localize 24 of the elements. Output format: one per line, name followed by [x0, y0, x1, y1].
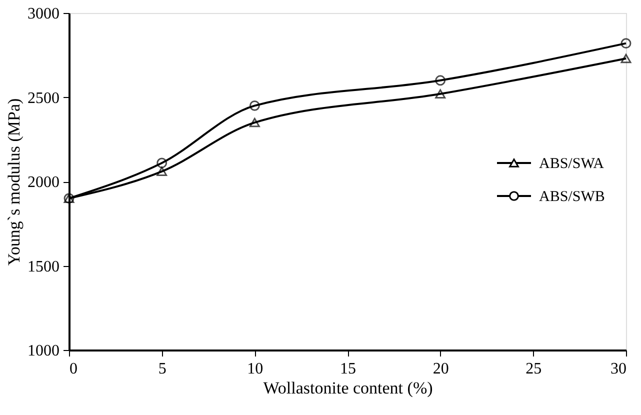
x-tick-label: 10 [247, 360, 264, 378]
x-tick-label: 20 [432, 360, 449, 378]
point [435, 89, 446, 99]
point [620, 54, 632, 64]
y-tick-label: 1500 [28, 258, 60, 276]
legend-label: ABS/SWA [539, 156, 604, 172]
legend-label: ABS/SWB [539, 189, 605, 205]
x-tick-label: 30 [610, 360, 626, 378]
point [156, 158, 168, 168]
point [435, 75, 446, 86]
x-tick-label: 25 [526, 360, 542, 378]
x-tick-label: 5 [158, 360, 166, 378]
point [620, 38, 632, 49]
y-tick-label: 2500 [28, 90, 60, 107]
y-axis-title: Young`s modulus (MPa) [4, 98, 24, 266]
y-tick-label: 3000 [28, 6, 60, 22]
point [156, 166, 168, 176]
point [249, 100, 260, 111]
y-tick-label: 2000 [28, 174, 60, 191]
x-axis-title: Wollastonite content (%) [263, 378, 433, 398]
point [249, 118, 260, 128]
x-tick-label: 15 [340, 360, 356, 378]
x-tick-label: 0 [70, 360, 78, 378]
y-tick-label: 1000 [28, 342, 60, 360]
